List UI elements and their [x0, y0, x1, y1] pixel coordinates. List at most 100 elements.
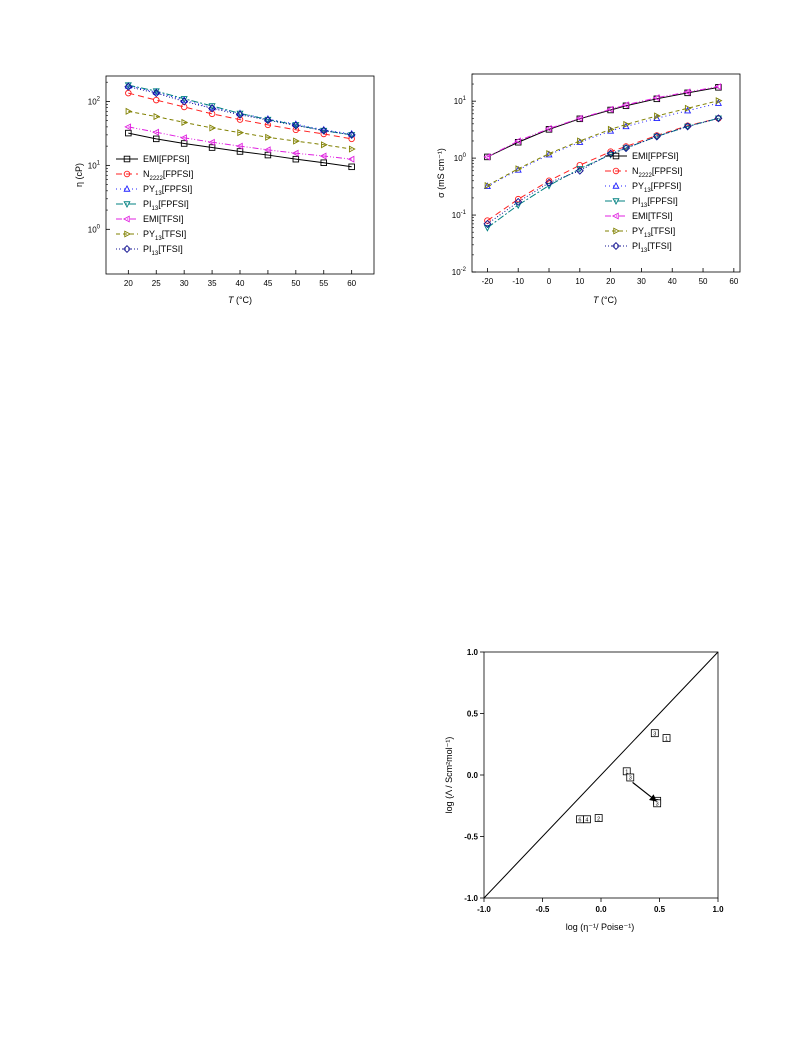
- data-point: [236, 110, 244, 119]
- data-point: [152, 135, 160, 143]
- data-point: [125, 107, 133, 115]
- data-point: [291, 121, 300, 130]
- y-tick-label: -0.5: [464, 833, 478, 842]
- data-point: [180, 140, 188, 147]
- y-tick-label: 10-1: [452, 210, 467, 220]
- x-axis-label: T (°C): [228, 295, 252, 305]
- data-point: [320, 130, 328, 138]
- data-point: [714, 83, 722, 91]
- x-tick-label: -1.0: [477, 905, 491, 914]
- legend-marker: [613, 227, 621, 235]
- data-point: [545, 182, 553, 190]
- data-point: [622, 144, 631, 153]
- data-point: [606, 149, 615, 158]
- x-tick-label: 0: [547, 277, 552, 286]
- x-tick-label: 1.0: [712, 905, 724, 914]
- y-axis-label: log (Λ / Scm²mol⁻¹): [444, 737, 454, 814]
- legend-marker: [612, 167, 620, 175]
- series-line: [128, 132, 352, 168]
- data-point: [264, 151, 272, 159]
- y-tick-label: 102: [88, 96, 101, 106]
- data-point: [684, 104, 692, 112]
- x-tick-label: 20: [606, 277, 615, 286]
- legend-marker: [612, 242, 620, 250]
- data-point: [483, 153, 491, 161]
- legend-label: PY13[FPFSI]: [632, 181, 681, 194]
- legend-marker: [123, 184, 131, 192]
- walden-point-label: 3: [656, 801, 659, 807]
- y-axis-label: η (cP): [74, 163, 84, 187]
- series-line: [128, 84, 352, 136]
- walden-point-label: 3: [629, 776, 632, 782]
- x-tick-label: 30: [637, 277, 646, 286]
- x-tick-label: 50: [699, 277, 708, 286]
- legend-marker: [123, 155, 131, 163]
- legend-marker: [612, 198, 620, 206]
- series-line: [128, 126, 352, 160]
- x-tick-label: 25: [152, 279, 161, 288]
- conductivity-chart: -20 -10 0 10 20 30 40 50 60 10-2 10-1 100 101 EMI[FP…: [436, 73, 741, 305]
- data-point: [291, 149, 299, 157]
- series-line: [487, 117, 719, 225]
- data-point: [208, 104, 217, 113]
- data-point: [237, 129, 245, 137]
- y-tick-label: 101: [88, 160, 101, 170]
- legend-label: PY13[FPFSI]: [143, 184, 192, 197]
- data-point: [514, 202, 522, 210]
- x-axis-label: log (η⁻¹/ Poise⁻¹): [566, 922, 635, 932]
- data-point: [293, 137, 300, 145]
- data-point: [483, 219, 492, 228]
- data-point: [575, 166, 584, 175]
- data-point: [124, 123, 132, 131]
- data-point: [622, 145, 630, 153]
- data-point: [623, 120, 631, 129]
- data-point: [683, 88, 691, 96]
- data-point: [321, 141, 328, 149]
- data-point: [544, 125, 552, 133]
- y-tick-label: 10-2: [452, 267, 467, 277]
- walden-point: [626, 773, 635, 782]
- data-point: [208, 138, 215, 146]
- legend-marker: [124, 230, 132, 238]
- data-point: [606, 105, 614, 113]
- trend-arrow: [632, 781, 657, 802]
- data-point: [715, 97, 723, 105]
- data-point: [265, 133, 272, 141]
- walden-point-label: 2: [597, 816, 600, 822]
- x-tick-label: 35: [208, 279, 217, 288]
- data-point: [483, 224, 491, 232]
- data-point: [514, 195, 522, 203]
- walden-point: [576, 815, 584, 824]
- y-tick-label: 100: [454, 153, 467, 163]
- y-tick-label: 0.0: [467, 771, 479, 780]
- data-point: [714, 115, 722, 123]
- x-tick-label: 0.5: [654, 905, 666, 914]
- data-point: [319, 152, 327, 160]
- x-tick-label: 55: [319, 279, 328, 288]
- data-point: [484, 181, 492, 190]
- y-tick-label: 0.5: [467, 710, 479, 719]
- x-tick-label: 60: [347, 279, 356, 288]
- series-line: [128, 92, 352, 140]
- data-point: [235, 142, 243, 150]
- x-tick-label: 50: [291, 279, 300, 288]
- data-point: [180, 97, 189, 106]
- legend-label: PI13[FPFSI]: [632, 196, 678, 209]
- walden-point-label: 6: [578, 817, 581, 823]
- legend-marker: [611, 212, 619, 220]
- data-point: [515, 165, 523, 173]
- x-tick-label: 30: [180, 279, 189, 288]
- data-point: [545, 178, 554, 187]
- x-tick-label: 40: [236, 279, 245, 288]
- legend-label: PI13[TFSI]: [632, 241, 672, 254]
- data-point: [209, 124, 217, 132]
- walden-point: [594, 814, 603, 822]
- data-point: [577, 137, 584, 145]
- data-point: [576, 161, 584, 169]
- legend-marker: [123, 201, 131, 209]
- x-tick-label: 40: [668, 277, 677, 286]
- series-line: [487, 100, 719, 186]
- series-line: [487, 86, 719, 158]
- legend-label: PY13[TFSI]: [143, 229, 186, 242]
